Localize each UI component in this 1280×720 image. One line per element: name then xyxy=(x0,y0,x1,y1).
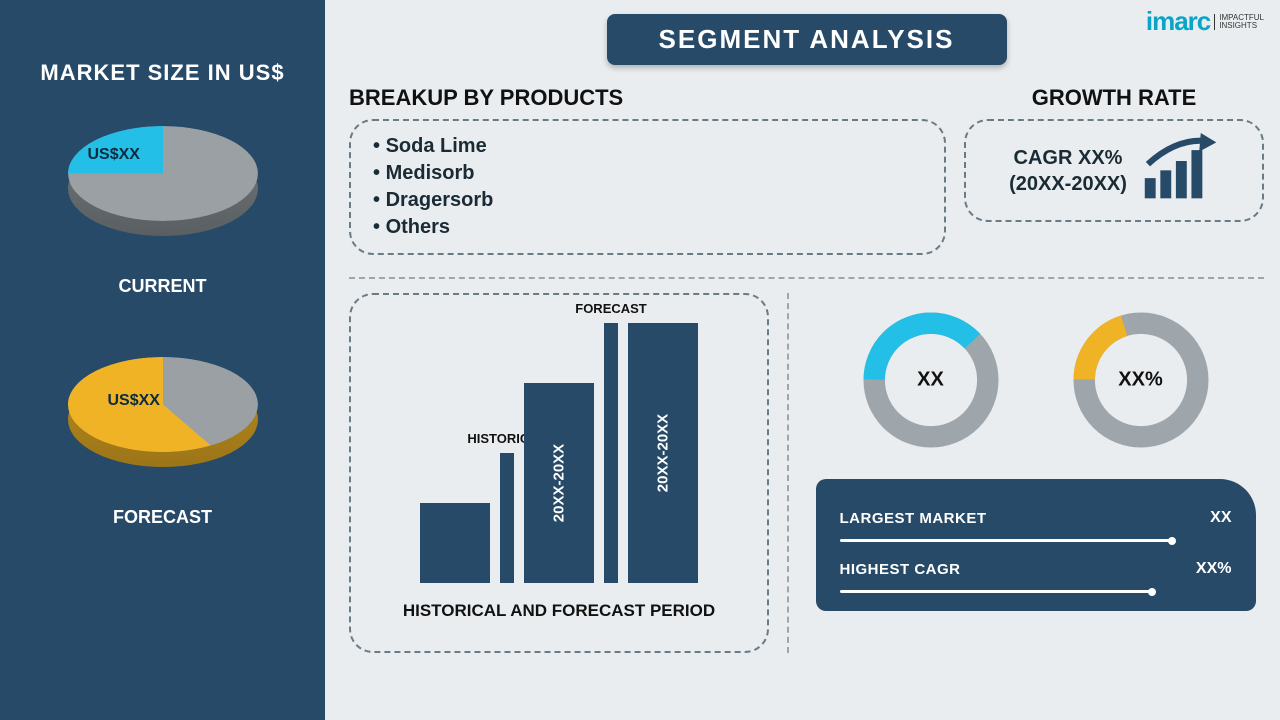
donut-2-label: XX% xyxy=(1118,369,1162,392)
growth-text: CAGR XX%(20XX-20XX) xyxy=(1009,145,1127,197)
donut-2: XX% xyxy=(1066,305,1216,455)
stat-value: XX% xyxy=(1196,560,1232,578)
stat-row: LARGEST MARKET XX xyxy=(840,509,1232,542)
bar-historical-end: 20XX-20XX xyxy=(524,383,594,583)
products-heading: BREAKUP BY PRODUCTS xyxy=(349,85,946,111)
stats-card: LARGEST MARKET XX HIGHEST CAGR XX% xyxy=(816,479,1256,611)
stat-bar xyxy=(840,590,1154,593)
metrics-section: XX XX% LARGEST MARKET XX xyxy=(807,293,1264,653)
brand-logo: imarc IMPACTFULINSIGHTS xyxy=(1146,6,1264,37)
products-list: Soda Lime Medisorb Dragersorb Others xyxy=(373,133,922,241)
bar-historical-start xyxy=(420,503,490,583)
pie-current-caption: CURRENT xyxy=(119,276,207,297)
pie-current-label: US$XX xyxy=(88,146,140,164)
bars-caption: HISTORICAL AND FORECAST PERIOD xyxy=(381,601,737,621)
pie-forecast: US$XX xyxy=(48,337,278,487)
product-item: Others xyxy=(373,214,922,241)
bar-separator-historical: HISTORICAL xyxy=(500,453,514,583)
stat-bar xyxy=(840,539,1173,542)
product-item: Medisorb xyxy=(373,160,922,187)
stat-name: HIGHEST CAGR xyxy=(840,561,961,578)
pie-forecast-label: US$XX xyxy=(108,392,160,410)
market-size-title: MARKET SIZE IN US$ xyxy=(40,60,284,86)
bar-chart: HISTORICAL 20XX-20XX FORECAST 20XX-20XX xyxy=(381,313,737,583)
donut-1-label: XX xyxy=(917,369,944,392)
product-item: Dragersorb xyxy=(373,187,922,214)
bar-separator-forecast: FORECAST xyxy=(604,323,618,583)
growth-section: GROWTH RATE CAGR XX%(20XX-20XX) xyxy=(964,85,1264,255)
bar-forecast-end: 20XX-20XX xyxy=(628,323,698,583)
page-title: SEGMENT ANALYSIS xyxy=(607,14,1007,65)
growth-heading: GROWTH RATE xyxy=(964,85,1264,111)
pie-current: US$XX xyxy=(48,106,278,256)
logo-tagline: IMPACTFULINSIGHTS xyxy=(1214,14,1264,30)
pie-forecast-caption: FORECAST xyxy=(113,507,212,528)
historical-forecast-section: HISTORICAL 20XX-20XX FORECAST 20XX-20XX … xyxy=(349,293,769,653)
stat-row: HIGHEST CAGR XX% xyxy=(840,560,1232,593)
growth-chart-icon xyxy=(1139,133,1219,208)
product-item: Soda Lime xyxy=(373,133,922,160)
stat-value: XX xyxy=(1210,509,1231,527)
donut-1: XX xyxy=(856,305,1006,455)
stat-name: LARGEST MARKET xyxy=(840,510,987,527)
left-panel: MARKET SIZE IN US$ US$XX CURRENT US$XX F… xyxy=(0,0,325,720)
right-panel: imarc IMPACTFULINSIGHTS SEGMENT ANALYSIS… xyxy=(325,0,1280,720)
logo-mark: imarc xyxy=(1146,6,1210,37)
products-section: BREAKUP BY PRODUCTS Soda Lime Medisorb D… xyxy=(349,85,946,255)
